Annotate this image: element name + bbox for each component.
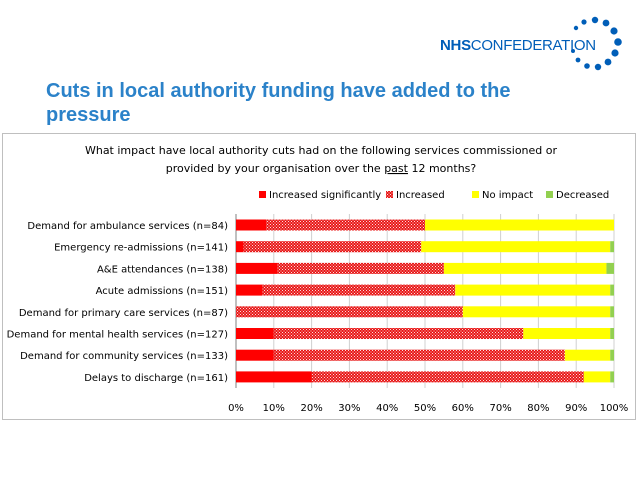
legend-swatch-increased bbox=[386, 191, 393, 198]
x-tick-label: 10% bbox=[263, 403, 285, 414]
chart-title-line-2-underlined: past bbox=[384, 162, 408, 175]
bar-segment-increased-significantly bbox=[236, 241, 244, 253]
x-tick-label: 0% bbox=[228, 403, 244, 414]
category-label: Delays to discharge (n=161) bbox=[84, 373, 228, 384]
x-tick-label: 80% bbox=[527, 403, 549, 414]
bar-segment-increased bbox=[262, 284, 456, 296]
chart-container: What impact have local authority cuts ha… bbox=[2, 133, 636, 420]
bar-segment-decreased bbox=[610, 371, 614, 383]
bar-segment-decreased bbox=[610, 284, 614, 296]
legend-label-no-impact: No impact bbox=[482, 190, 533, 201]
x-tick-label: 50% bbox=[414, 403, 436, 414]
x-tick-label: 100% bbox=[600, 403, 629, 414]
bar-segment-no-impact bbox=[443, 262, 607, 274]
bar-segment-no-impact bbox=[425, 219, 614, 231]
bar-segment-no-impact bbox=[421, 241, 611, 253]
legend-label-increased-significantly: Increased significantly bbox=[269, 190, 381, 201]
category-label: A&E attendances (n=138) bbox=[97, 264, 228, 275]
bar-segment-decreased bbox=[610, 306, 614, 318]
bar-segment-increased bbox=[311, 371, 584, 383]
chart-title-line-1: What impact have local authority cuts ha… bbox=[85, 144, 558, 157]
bar-segment-increased-significantly bbox=[236, 371, 312, 383]
chart-title-line-2: provided by your organisation over the p… bbox=[166, 162, 477, 175]
dot-circle-icon bbox=[571, 16, 622, 71]
stacked-bar-chart: What impact have local authority cuts ha… bbox=[7, 144, 629, 414]
bar-segment-increased-significantly bbox=[236, 284, 263, 296]
bar-segment-increased bbox=[277, 262, 444, 274]
bar-segment-increased bbox=[273, 349, 565, 361]
category-label: Demand for ambulance services (n=84) bbox=[27, 221, 228, 232]
x-tick-label: 30% bbox=[338, 403, 360, 414]
x-tick-label: 70% bbox=[489, 403, 511, 414]
bar-segment-increased-significantly bbox=[236, 262, 278, 274]
category-label: Demand for primary care services (n=87) bbox=[19, 308, 228, 319]
chart-title-line-2-pre: provided by your organisation over the bbox=[166, 162, 384, 175]
chart-category-labels: Demand for ambulance services (n=84) Emer… bbox=[7, 221, 229, 384]
chart-gridlines bbox=[235, 214, 615, 388]
legend-swatch-decreased bbox=[546, 191, 553, 198]
bar-segment-decreased bbox=[606, 262, 614, 274]
legend-label-decreased: Decreased bbox=[556, 190, 609, 201]
chart-bars bbox=[236, 219, 614, 383]
category-label: Demand for mental health services (n=127… bbox=[7, 330, 229, 341]
category-label: Acute admissions (n=151) bbox=[96, 286, 228, 297]
logo-wordmark: NHSCONFEDERATION bbox=[440, 37, 596, 54]
bar-segment-decreased bbox=[610, 241, 614, 253]
bar-segment-no-impact bbox=[462, 306, 611, 318]
legend-label-increased: Increased bbox=[396, 190, 445, 201]
chart-x-tick-labels: 0% 10% 20% 30% 40% 50% 60% 70% 80% 90% 100% bbox=[228, 403, 628, 414]
legend-swatch-no-impact bbox=[472, 191, 479, 198]
bar-segment-increased-significantly bbox=[236, 349, 274, 361]
x-tick-label: 20% bbox=[300, 403, 322, 414]
chart-title-line-2-post: 12 months? bbox=[408, 162, 476, 175]
bar-segment-no-impact bbox=[583, 371, 611, 383]
logo-wordmark-bold: NHS bbox=[440, 37, 471, 54]
x-tick-label: 40% bbox=[376, 403, 398, 414]
bar-segment-no-impact bbox=[523, 328, 611, 339]
bar-segment-increased bbox=[236, 306, 463, 318]
bar-segment-increased bbox=[266, 219, 425, 231]
bar-segment-increased-significantly bbox=[236, 328, 274, 339]
bar-segment-no-impact bbox=[564, 349, 611, 361]
bar-segment-increased bbox=[273, 328, 524, 339]
nhs-confederation-logo: NHSCONFEDERATION bbox=[440, 14, 625, 74]
bar-segment-increased bbox=[243, 241, 422, 253]
bar-segment-increased-significantly bbox=[236, 219, 267, 231]
category-label: Emergency re-admissions (n=141) bbox=[54, 243, 228, 254]
bar-segment-decreased bbox=[610, 328, 614, 339]
slide-title: Cuts in local authority funding have add… bbox=[46, 80, 511, 126]
category-label: Demand for community services (n=133) bbox=[20, 351, 228, 362]
x-tick-label: 90% bbox=[565, 403, 587, 414]
bar-segment-decreased bbox=[610, 349, 614, 361]
logo-wordmark-light: CONFEDERATION bbox=[470, 37, 596, 54]
bar-segment-no-impact bbox=[455, 284, 611, 296]
x-tick-label: 60% bbox=[452, 403, 474, 414]
legend-swatch-increased-significantly bbox=[259, 191, 266, 198]
chart-legend: Increased significantly Increased No impac… bbox=[259, 190, 609, 201]
